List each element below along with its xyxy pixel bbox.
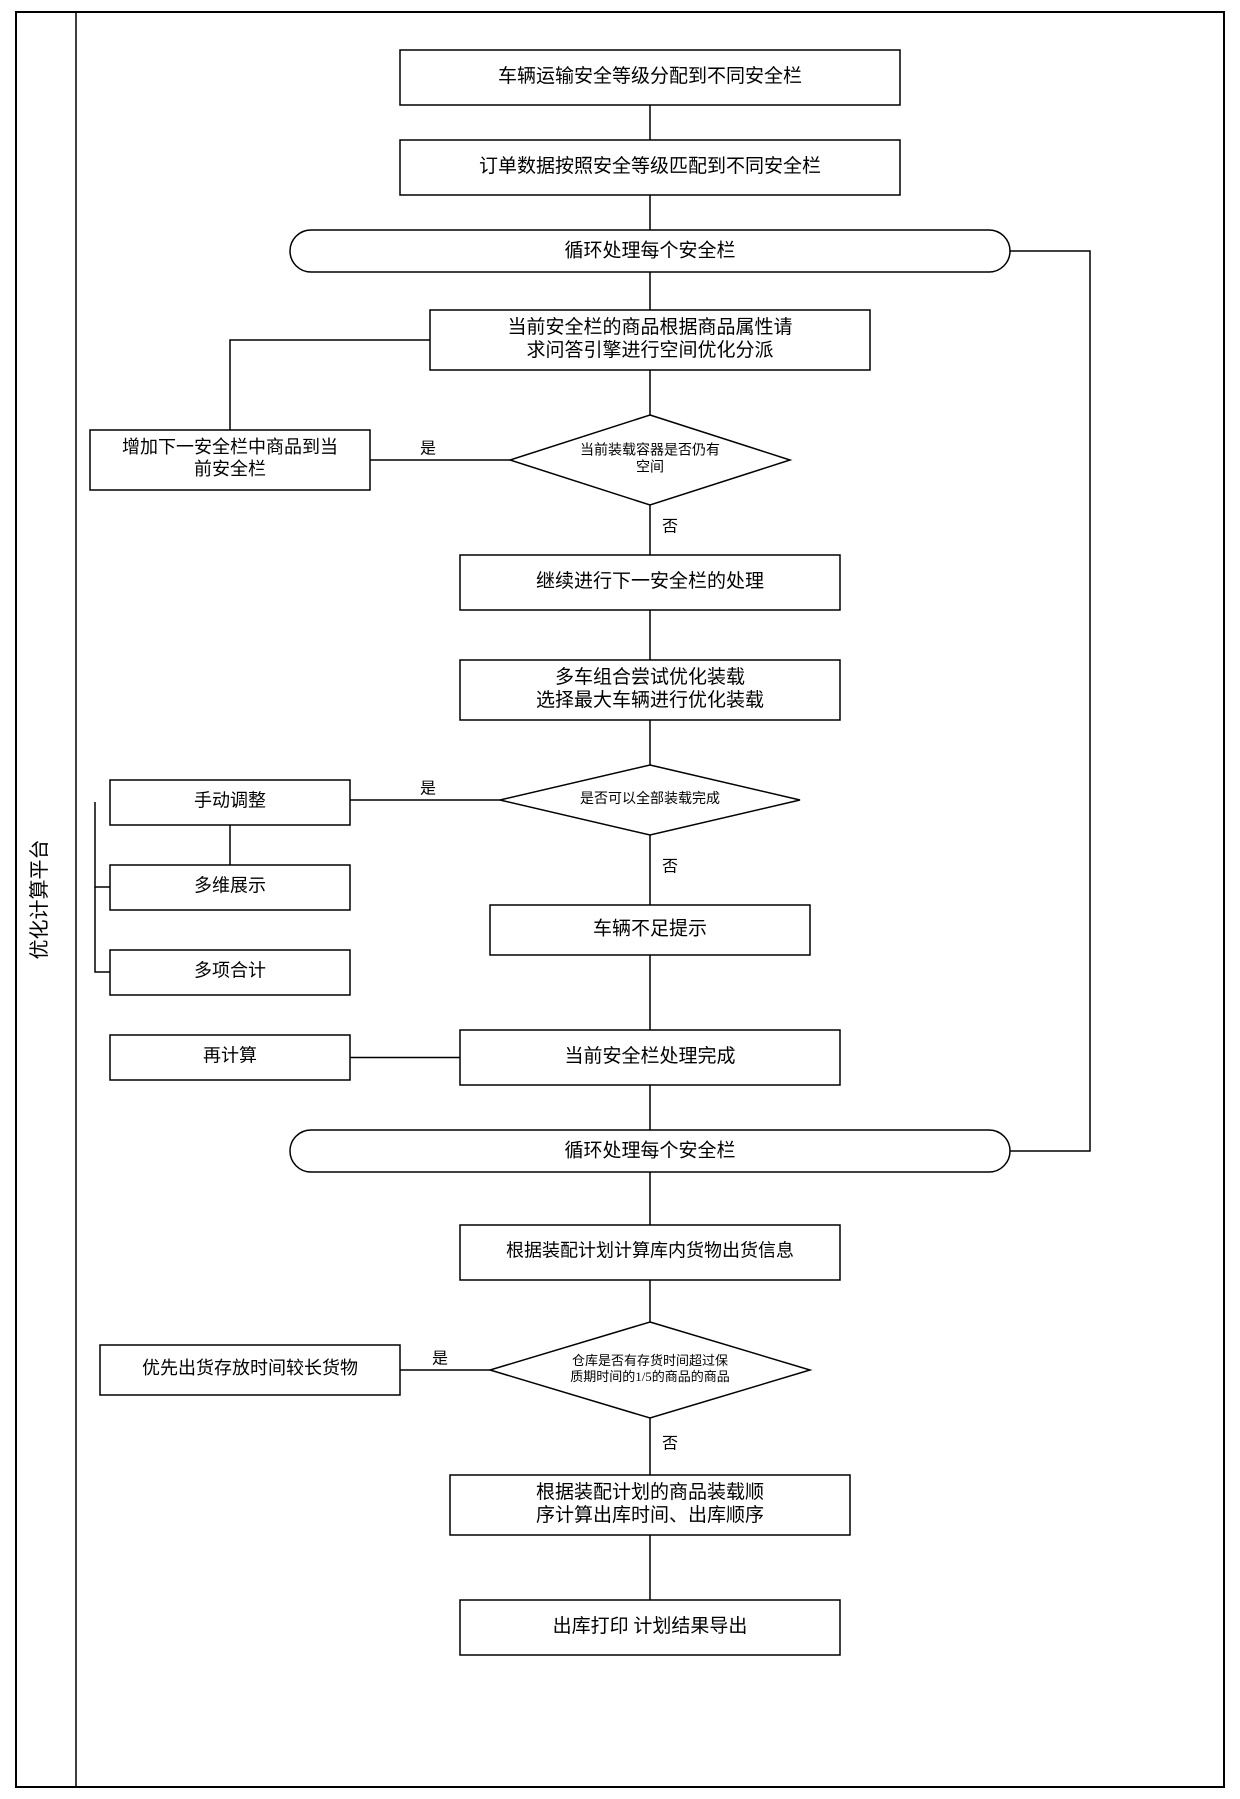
svg-text:是: 是 [432,1351,448,1368]
svg-text:订单数据按照安全等级匹配到不同安全栏: 订单数据按照安全等级匹配到不同安全栏 [479,155,821,177]
svg-text:当前安全栏的商品根据商品属性请: 当前安全栏的商品根据商品属性请 [507,316,792,338]
svg-text:当前安全栏处理完成: 当前安全栏处理完成 [564,1045,735,1067]
svg-text:优化计算平台: 优化计算平台 [28,840,51,960]
svg-text:否: 否 [662,519,678,536]
svg-text:质期时间的1/5的商品的商品: 质期时间的1/5的商品的商品 [570,1369,730,1384]
svg-text:多车组合尝试优化装载: 多车组合尝试优化装载 [555,666,745,688]
svg-text:前安全栏: 前安全栏 [194,459,266,479]
svg-text:当前装载容器是否仍有: 当前装载容器是否仍有 [580,442,720,459]
svg-text:是: 是 [420,441,436,458]
svg-text:空间: 空间 [636,460,664,476]
svg-text:再计算: 再计算 [203,1046,257,1066]
svg-text:根据装配计划计算库内货物出货信息: 根据装配计划计算库内货物出货信息 [506,1241,794,1261]
svg-text:仓库是否有存货时间超过保: 仓库是否有存货时间超过保 [572,1353,728,1368]
svg-text:求问答引擎进行空间优化分派: 求问答引擎进行空间优化分派 [526,339,773,361]
svg-text:选择最大车辆进行优化装载: 选择最大车辆进行优化装载 [536,689,764,711]
svg-text:多维展示: 多维展示 [194,876,266,896]
svg-text:是: 是 [420,781,436,798]
svg-text:车辆运输安全等级分配到不同安全栏: 车辆运输安全等级分配到不同安全栏 [498,65,802,87]
svg-text:增加下一安全栏中商品到当: 增加下一安全栏中商品到当 [122,437,338,457]
svg-text:出库打印 计划结果导出: 出库打印 计划结果导出 [553,1615,748,1637]
svg-text:多项合计: 多项合计 [194,961,266,981]
svg-text:手动调整: 手动调整 [194,791,266,811]
svg-text:优先出货存放时间较长货物: 优先出货存放时间较长货物 [142,1358,358,1378]
svg-text:序计算出库时间、出库顺序: 序计算出库时间、出库顺序 [536,1504,764,1526]
svg-text:继续进行下一安全栏的处理: 继续进行下一安全栏的处理 [536,570,764,592]
svg-text:循环处理每个安全栏: 循环处理每个安全栏 [564,1139,735,1161]
svg-text:否: 否 [662,1436,678,1453]
svg-text:是否可以全部装载完成: 是否可以全部装载完成 [580,790,720,807]
svg-text:根据装配计划的商品装载顺: 根据装配计划的商品装载顺 [536,1481,764,1503]
svg-text:车辆不足提示: 车辆不足提示 [593,917,707,939]
svg-text:循环处理每个安全栏: 循环处理每个安全栏 [564,239,735,261]
svg-text:否: 否 [662,859,678,876]
